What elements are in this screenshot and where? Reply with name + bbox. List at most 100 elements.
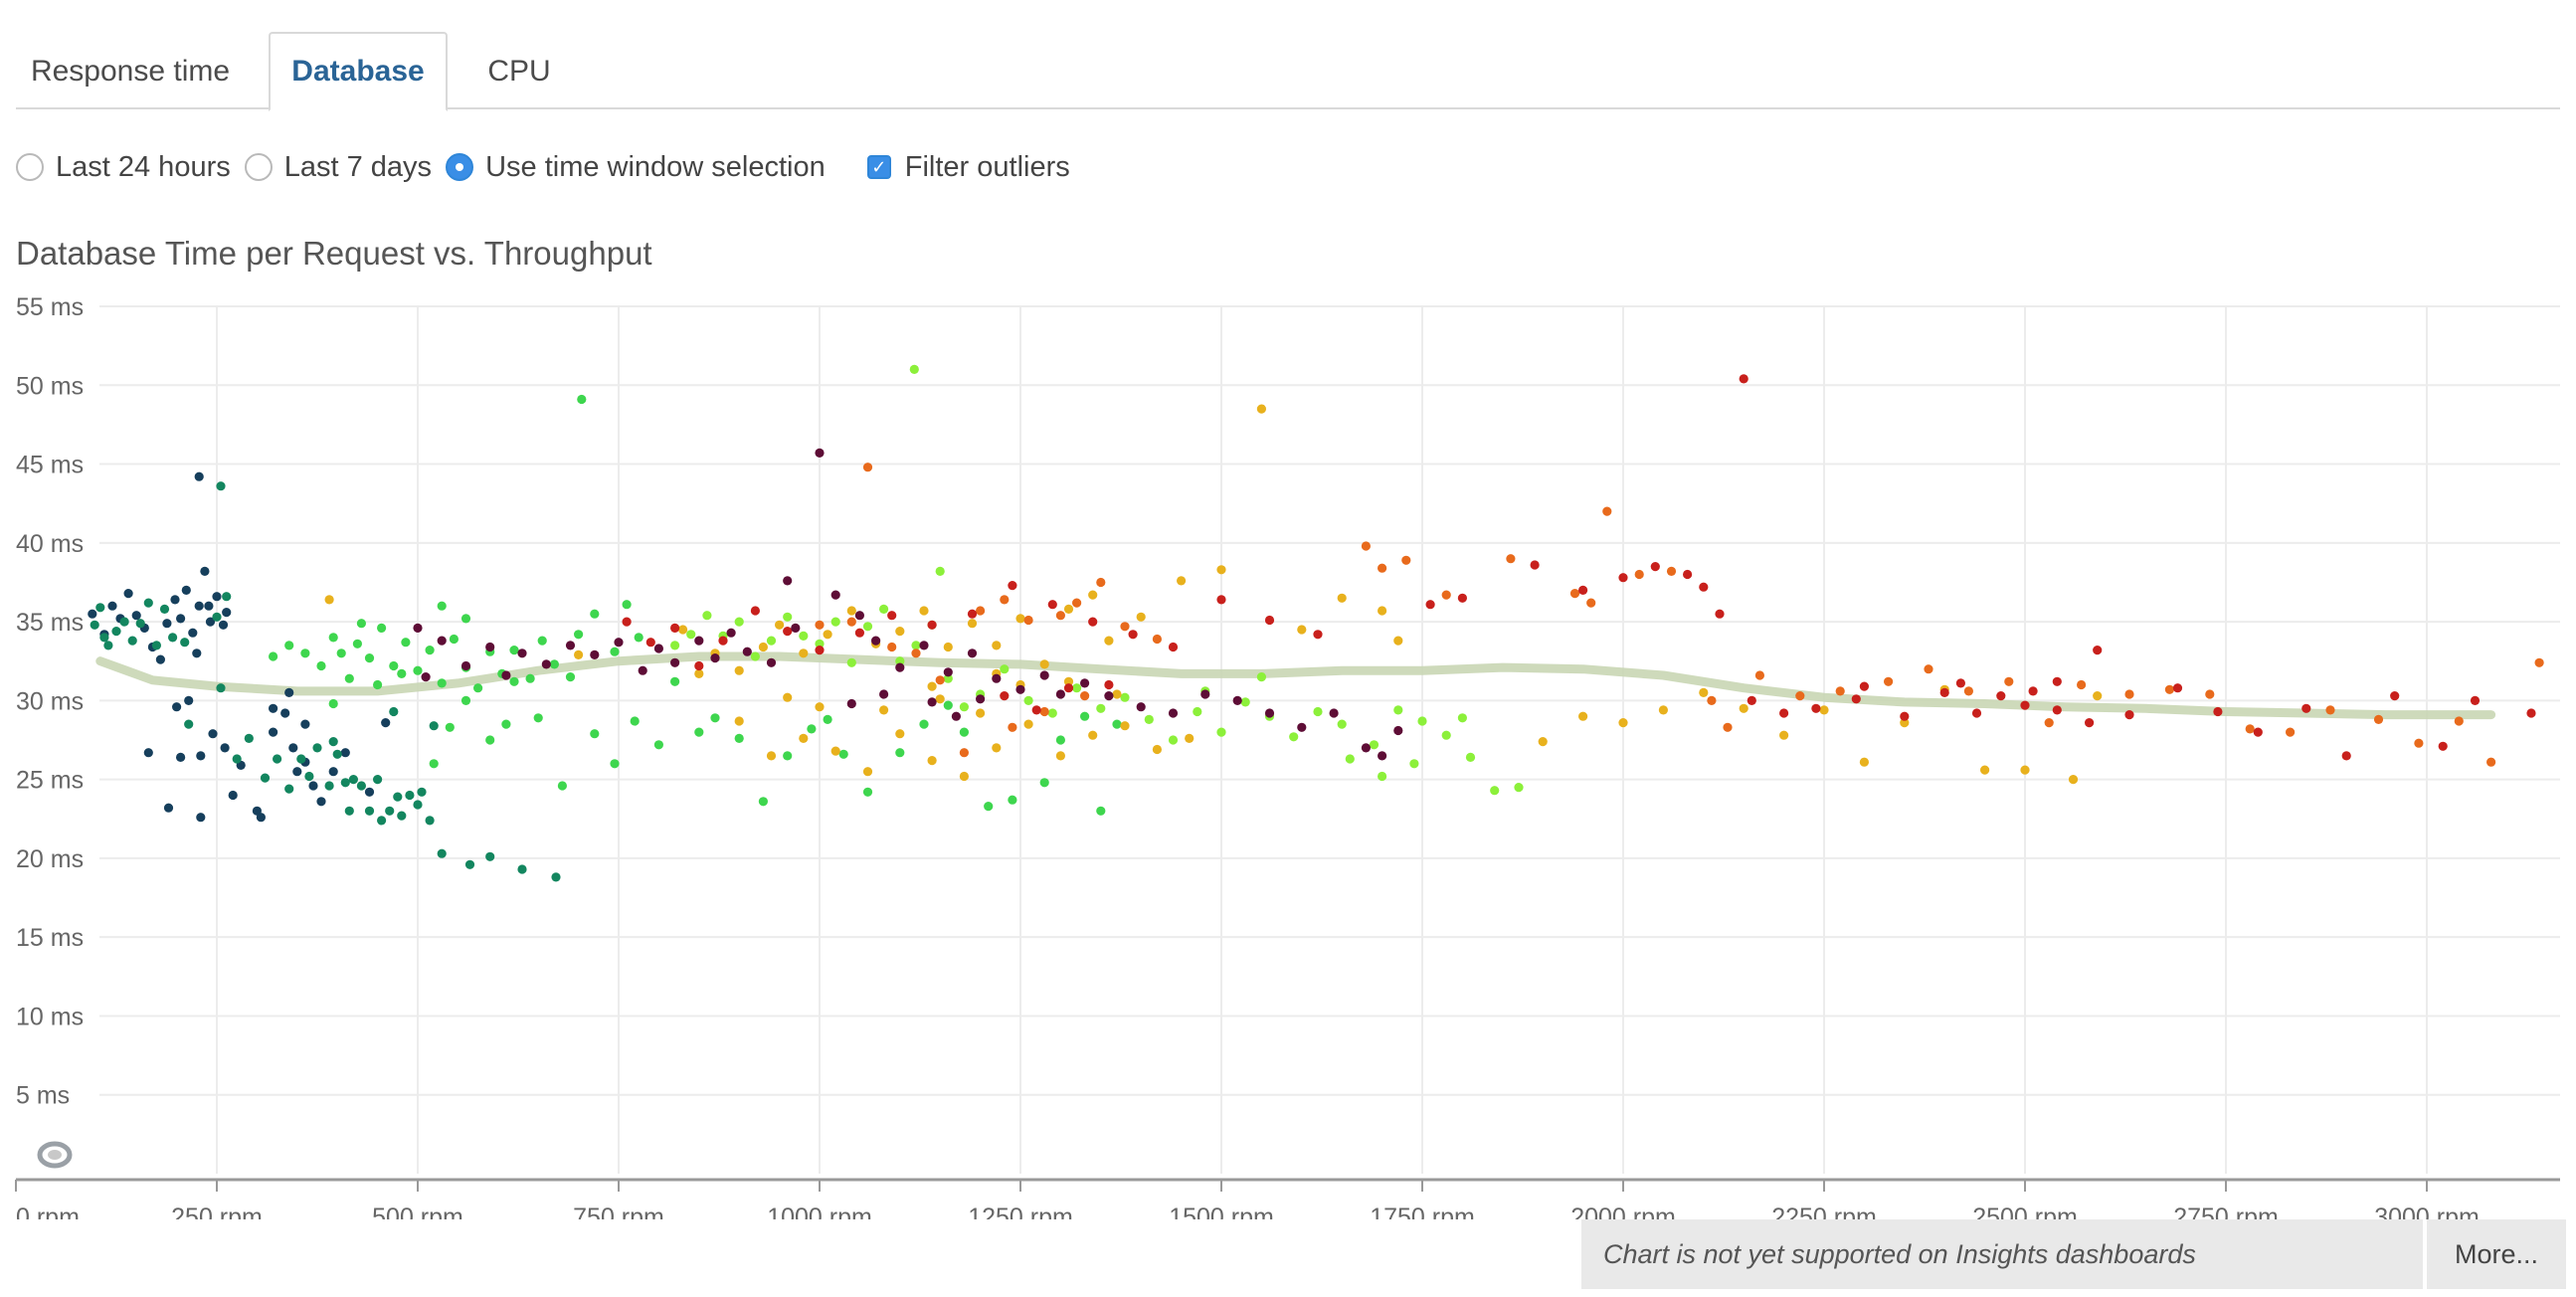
data-point <box>2486 757 2496 767</box>
data-point <box>1634 569 1644 580</box>
data-point <box>967 648 978 658</box>
data-point <box>823 714 832 724</box>
tab-response-time[interactable]: Response time <box>30 55 231 88</box>
option-last-7-days[interactable]: Last 7 days <box>244 151 432 184</box>
data-point <box>344 806 354 816</box>
filter-outliers-checkbox[interactable]: ✓ <box>866 155 891 179</box>
data-point <box>638 665 647 675</box>
data-point <box>2534 657 2544 667</box>
data-point <box>1000 595 1010 605</box>
data-point <box>181 585 191 595</box>
zoom-handle[interactable] <box>37 1141 73 1169</box>
data-point <box>783 751 793 761</box>
data-point <box>1232 695 1242 705</box>
data-point <box>2077 679 2087 690</box>
data-point <box>815 639 825 648</box>
data-point <box>340 778 350 788</box>
data-point <box>879 689 889 699</box>
data-point <box>437 678 447 688</box>
data-point <box>364 653 375 663</box>
data-point <box>155 654 165 664</box>
data-point <box>218 620 229 630</box>
data-point <box>815 448 825 458</box>
data-point <box>1264 615 1275 626</box>
data-point <box>284 687 294 697</box>
data-point <box>590 609 600 619</box>
data-point <box>927 620 937 630</box>
data-point <box>702 611 712 621</box>
data-point <box>1409 759 1419 769</box>
radio-last-7-days[interactable] <box>244 153 273 181</box>
data-point <box>911 641 921 650</box>
data-point <box>1851 694 1861 704</box>
data-point <box>1216 727 1226 737</box>
data-point <box>1112 689 1122 699</box>
data-point <box>1055 751 1065 761</box>
data-point <box>159 604 170 614</box>
series-group-yellow <box>324 404 2103 785</box>
data-point <box>1008 581 1017 591</box>
data-point <box>2020 700 2030 710</box>
tab-bar: Response time Database CPU <box>16 0 2560 111</box>
data-point <box>610 759 620 769</box>
data-point <box>1425 600 1435 610</box>
data-point <box>694 668 704 678</box>
data-point <box>1739 374 1748 384</box>
tab-database[interactable]: Database <box>269 32 448 111</box>
data-point <box>1080 678 1090 688</box>
data-point <box>1393 725 1403 736</box>
data-point <box>222 608 232 618</box>
data-point <box>194 601 204 611</box>
data-point <box>622 600 632 610</box>
data-point <box>927 681 937 691</box>
data-point <box>645 638 655 648</box>
data-point <box>260 773 271 783</box>
data-point <box>1015 684 1025 694</box>
data-point <box>1104 691 1114 701</box>
data-point <box>815 646 825 655</box>
data-point <box>1216 595 1226 605</box>
data-point <box>194 471 204 481</box>
option-time-window[interactable]: Use time window selection <box>446 151 826 184</box>
data-point <box>176 752 186 762</box>
trend-line <box>95 651 2496 720</box>
data-point <box>180 638 190 648</box>
data-point <box>176 614 186 624</box>
y-tick-label: 15 ms <box>16 924 84 952</box>
data-point <box>678 625 688 635</box>
data-point <box>2068 775 2079 785</box>
data-point <box>1120 692 1130 702</box>
data-point <box>460 614 471 624</box>
series-group-navy <box>88 471 391 823</box>
data-point <box>1088 590 1098 600</box>
more-button[interactable]: More... <box>2427 1219 2566 1289</box>
data-point <box>1088 617 1098 627</box>
data-point <box>2390 691 2400 701</box>
data-point <box>1177 576 1187 586</box>
data-point <box>799 631 809 641</box>
data-point <box>127 636 137 646</box>
data-point <box>1884 676 1894 686</box>
data-point <box>1047 708 1057 718</box>
data-point <box>135 619 145 629</box>
radio-last-24-hours[interactable] <box>16 153 44 181</box>
data-point <box>1185 733 1195 743</box>
data-point <box>1715 609 1725 619</box>
data-point <box>2172 683 2183 693</box>
option-filter-outliers[interactable]: ✓ Filter outliers <box>839 151 1070 184</box>
data-point <box>1136 612 1146 622</box>
data-point <box>2213 706 2223 717</box>
data-point <box>2414 738 2424 748</box>
data-point <box>1200 689 1210 699</box>
radio-time-window[interactable] <box>446 153 474 181</box>
data-point <box>269 703 278 713</box>
data-point <box>1417 716 1427 726</box>
data-point <box>610 647 620 656</box>
tab-cpu[interactable]: CPU <box>487 55 551 88</box>
option-last-24-hours[interactable]: Last 24 hours <box>16 151 231 184</box>
data-point <box>162 619 172 629</box>
x-tick-label: 2250 rpm <box>1771 1204 1877 1219</box>
data-point <box>1039 659 1049 669</box>
data-point <box>1361 743 1371 753</box>
data-point <box>2164 684 2174 694</box>
